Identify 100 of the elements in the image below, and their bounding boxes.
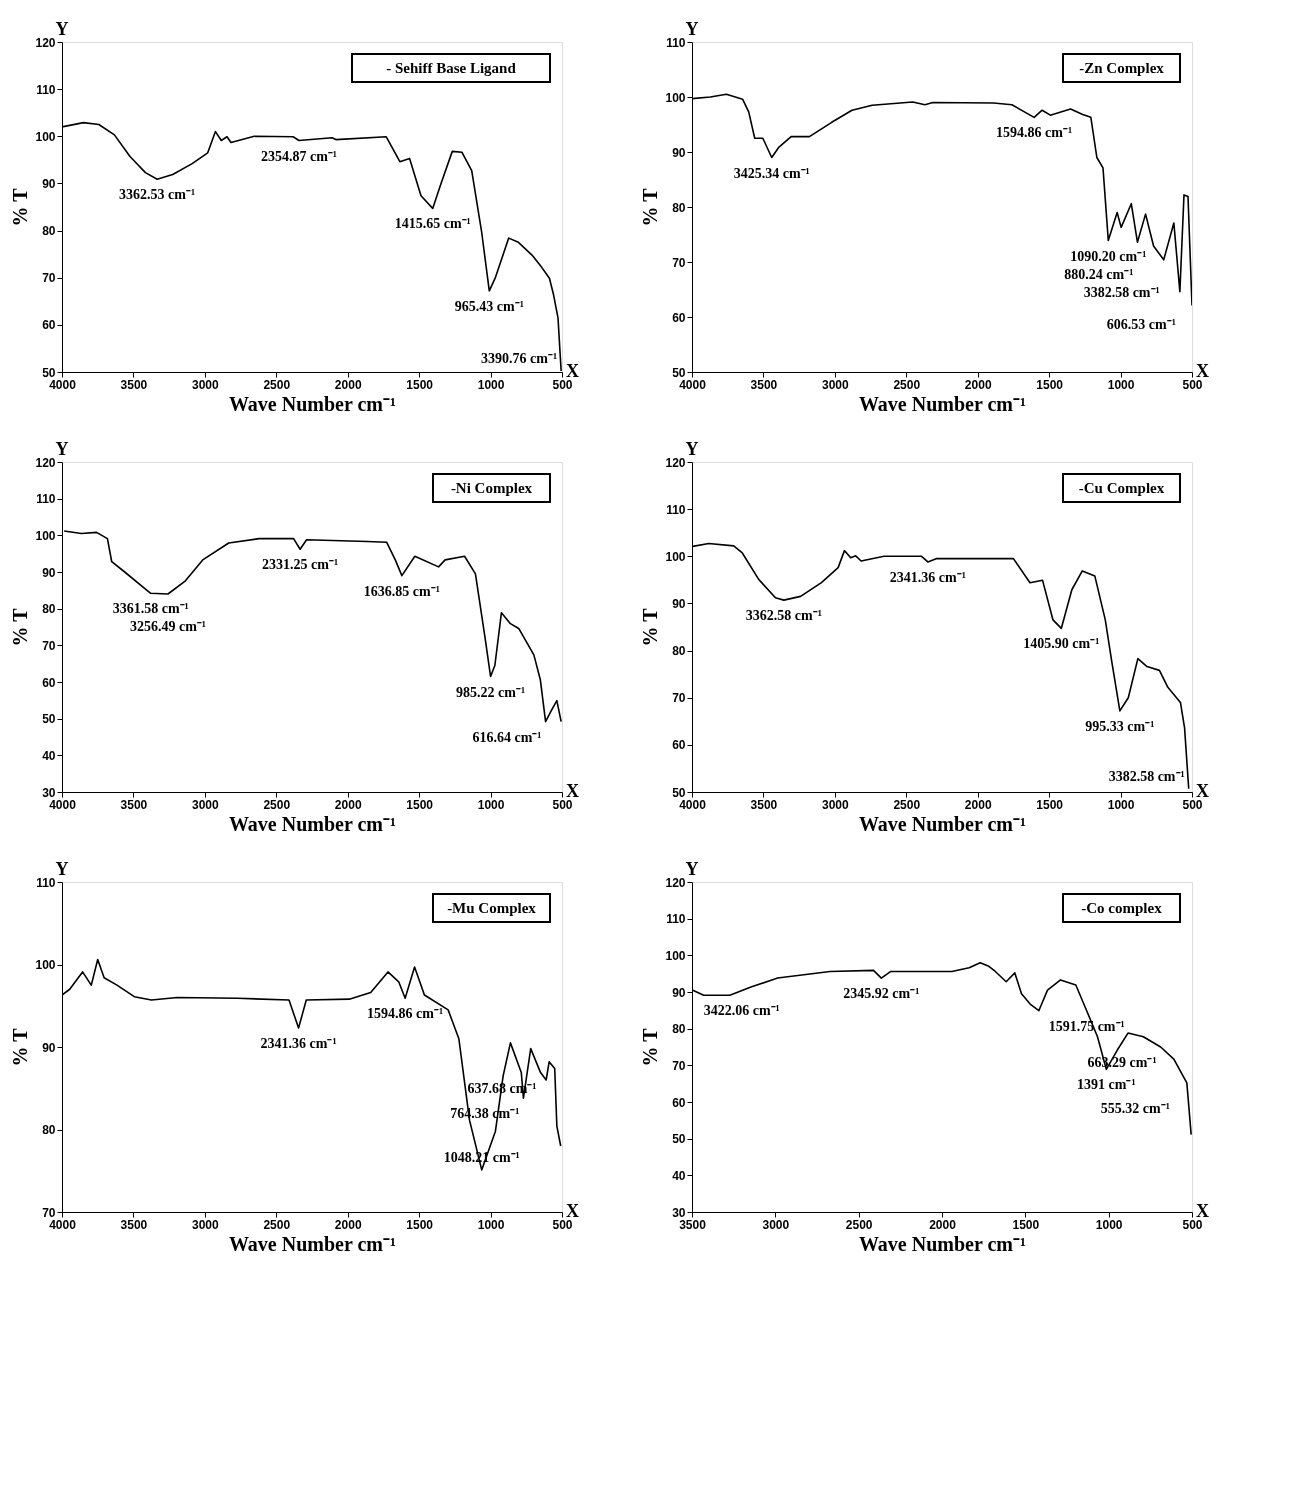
x-tick-label: 1500 <box>406 377 434 392</box>
annotation: 3256.49 cm⁻¹ <box>129 619 207 634</box>
y-tick-label: 100 <box>665 549 686 564</box>
annotation: 1415.65 cm⁻¹ <box>394 216 471 232</box>
x-tick-label: 1500 <box>406 797 434 812</box>
x-axis-title: Wave Number cm⁻¹ <box>858 812 1027 835</box>
y-tick-label: 40 <box>672 1168 686 1183</box>
y-tick-label: 120 <box>35 455 56 470</box>
annotation: 3362.58 cm⁻¹ <box>745 608 822 624</box>
y-tick-label: 50 <box>672 785 686 800</box>
annotation: 3425.34 cm⁻¹ <box>733 165 810 181</box>
x-tick-label: 1500 <box>1036 797 1064 812</box>
y-tick-label: 80 <box>42 602 56 617</box>
y-tick-label: 60 <box>672 738 686 753</box>
annotation: 3362.53 cm⁻¹ <box>119 187 196 203</box>
x-tick-label: 1000 <box>477 797 505 812</box>
text: - Sehiff Base Ligand <box>386 60 517 76</box>
y-tick-label: 40 <box>42 748 56 763</box>
x-tick-label: 2500 <box>893 797 921 812</box>
text: -Zn Complex <box>1079 60 1165 76</box>
y-tick-label: 80 <box>42 1123 56 1137</box>
x-tick-label: 4000 <box>49 797 77 812</box>
text: Y <box>55 859 69 879</box>
y-tick-label: 80 <box>42 224 56 239</box>
y-tick-label: 30 <box>42 785 56 800</box>
annotation: 880.24 cm⁻¹ <box>1064 267 1134 283</box>
text: -Ni Complex <box>450 480 533 496</box>
x-tick-label: 1500 <box>406 1217 434 1232</box>
y-tick-label: 70 <box>672 691 686 706</box>
y-tick-label: 50 <box>672 1132 686 1147</box>
x-axis-title: Wave Number cm⁻¹ <box>858 392 1027 415</box>
y-tick-label: 80 <box>672 644 686 659</box>
x-axis-title: Wave Number cm⁻¹ <box>228 392 397 415</box>
y-tick-label: 110 <box>666 912 686 927</box>
annotation: 1090.20 cm⁻¹ <box>1070 248 1147 264</box>
y-tick-label: 80 <box>672 1022 686 1037</box>
y-tick-label: 110 <box>36 82 56 97</box>
x-tick-label: 3500 <box>120 377 148 392</box>
y-tick-label: 120 <box>665 875 686 890</box>
annotation: 995.33 cm⁻¹ <box>1085 718 1155 734</box>
y-tick-label: 120 <box>665 455 686 470</box>
text: -Co complex <box>1081 900 1163 916</box>
annotation: 1594.86 cm⁻¹ <box>367 1006 444 1022</box>
x-tick-label: 4000 <box>49 377 77 392</box>
x-tick-label: 2000 <box>334 377 362 392</box>
annotation: 2331.25 cm⁻¹ <box>262 557 339 573</box>
y-tick-label: 30 <box>672 1205 686 1220</box>
x-tick-label: 2000 <box>929 1217 957 1232</box>
x-tick-label: 3500 <box>679 1217 707 1232</box>
y-axis-title: % T <box>639 187 662 227</box>
annotation: 555.32 cm⁻¹ <box>1100 1101 1170 1117</box>
text: Y <box>55 439 69 459</box>
y-tick-label: 110 <box>36 875 56 890</box>
y-tick-label: 100 <box>665 948 686 963</box>
y-tick-label: 70 <box>672 1058 686 1073</box>
y-tick-label: 70 <box>672 255 686 270</box>
y-tick-label: 110 <box>666 35 686 50</box>
x-tick-label: 4000 <box>679 797 707 812</box>
y-axis-title: % T <box>9 607 32 647</box>
x-tick-label: 3000 <box>192 377 220 392</box>
annotation: 2341.36 cm⁻¹ <box>889 569 966 585</box>
x-tick-label: 4000 <box>679 377 707 392</box>
y-tick-label: 50 <box>42 365 56 380</box>
y-tick-label: 60 <box>672 1095 686 1110</box>
text: Y <box>685 439 699 459</box>
x-tick-label: 3000 <box>762 1217 790 1232</box>
y-tick-label: 110 <box>666 502 686 517</box>
y-axis-title: % T <box>9 1027 32 1067</box>
y-tick-label: 60 <box>672 310 686 325</box>
x-tick-label: 2000 <box>334 1217 362 1232</box>
y-axis-title: % T <box>639 1027 662 1067</box>
annotation: 2341.36 cm⁻¹ <box>260 1036 337 1052</box>
y-tick-label: 100 <box>665 90 686 105</box>
annotation: 2345.92 cm⁻¹ <box>843 986 920 1002</box>
annotation: 2354.87 cm⁻¹ <box>260 148 338 164</box>
y-tick-label: 90 <box>672 145 686 160</box>
y-tick-label: 70 <box>42 271 56 286</box>
y-tick-label: 100 <box>35 528 56 543</box>
x-tick-label: 2000 <box>964 377 992 392</box>
y-axis-title: % T <box>9 187 32 227</box>
annotation: 965.43 cm⁻¹ <box>454 298 524 314</box>
x-tick-label: 2500 <box>263 377 291 392</box>
annotation: 1591.75 cm⁻¹ <box>1048 1018 1125 1034</box>
annotation: 606.53 cm⁻¹ <box>1106 316 1176 332</box>
x-tick-label: 1000 <box>1095 1217 1123 1232</box>
x-axis-title: Wave Number cm⁻¹ <box>858 1232 1027 1255</box>
y-tick-label: 70 <box>42 638 56 653</box>
x-tick-label: 3000 <box>192 1217 220 1232</box>
annotation: 985.22 cm⁻¹ <box>456 684 526 700</box>
x-tick-label: 3000 <box>822 797 850 812</box>
text: Y <box>685 859 699 879</box>
y-tick-label: 110 <box>36 492 56 507</box>
x-tick-label: 3500 <box>750 797 778 812</box>
x-tick-label: 3000 <box>192 797 220 812</box>
y-tick-label: 90 <box>672 985 686 1000</box>
x-tick-label: 2500 <box>893 377 921 392</box>
x-tick-label: 1000 <box>477 377 505 392</box>
y-tick-label: 100 <box>35 129 56 144</box>
y-tick-label: 60 <box>42 675 56 690</box>
y-tick-label: 90 <box>672 596 686 611</box>
